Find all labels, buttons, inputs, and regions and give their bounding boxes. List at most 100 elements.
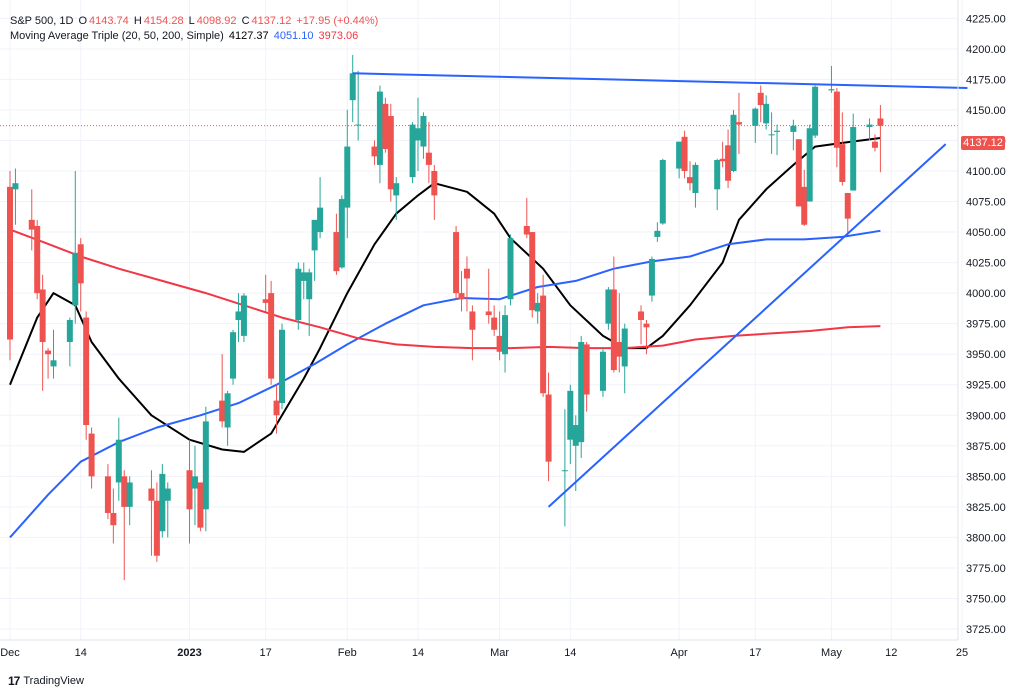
candle-body	[578, 341, 585, 443]
candle-body	[529, 232, 536, 311]
candle	[110, 488, 117, 544]
candle-body	[485, 311, 492, 316]
candle-body	[12, 183, 19, 190]
candle-body	[523, 225, 530, 235]
y-tick-label: 3900.00	[966, 410, 1006, 422]
y-tick-label: 4100.00	[966, 166, 1006, 178]
change-value: +17.95 (+0.44%)	[296, 15, 379, 27]
candle	[306, 268, 313, 336]
candle	[795, 139, 802, 207]
candle-body	[763, 103, 770, 124]
candle-body	[877, 118, 884, 126]
x-tick-label: 17	[749, 647, 761, 659]
candle	[621, 323, 628, 394]
candle	[469, 305, 476, 361]
candle	[648, 256, 655, 302]
candle-body	[616, 341, 623, 357]
candle	[463, 256, 470, 312]
candle	[240, 293, 247, 342]
candle	[534, 293, 541, 324]
candle	[735, 92, 742, 154]
candle-body	[376, 91, 383, 165]
candle-body	[72, 252, 79, 306]
y-tick-label: 4025.00	[966, 258, 1006, 270]
candle	[529, 232, 536, 318]
candle-body	[692, 164, 699, 193]
candle-body	[240, 295, 247, 336]
candle-body	[39, 289, 46, 342]
close-label: C	[241, 15, 250, 27]
candle	[676, 141, 683, 179]
candle	[191, 445, 198, 526]
candle-body	[687, 177, 693, 184]
candle	[235, 293, 242, 342]
candle-body	[115, 439, 122, 483]
last-price-tag: 4137.12	[961, 136, 1005, 150]
candle-body	[491, 317, 498, 330]
x-tick-label: 14	[412, 647, 424, 659]
open-value: 4143.74	[89, 15, 129, 27]
candle	[197, 482, 204, 532]
ma20-value: 4127.37	[228, 30, 269, 42]
close-value: 4137.12	[251, 15, 292, 27]
candle	[605, 287, 612, 330]
candle	[126, 476, 133, 526]
tradingview-logo[interactable]: 17 TradingView	[8, 674, 84, 688]
candle	[50, 329, 57, 379]
candle	[752, 107, 759, 143]
candle-body	[355, 124, 362, 126]
x-tick-label: 14	[75, 647, 87, 659]
candle	[409, 122, 416, 184]
y-tick-label: 3875.00	[966, 441, 1006, 453]
ma-50-line	[9, 229, 881, 539]
candle-body	[790, 125, 797, 132]
candle	[599, 348, 606, 397]
candle	[72, 170, 79, 324]
trendline[interactable]	[547, 143, 947, 508]
candle-body	[83, 317, 90, 426]
trendline[interactable]	[352, 72, 968, 89]
candle-body	[839, 144, 846, 182]
candle	[387, 103, 394, 202]
candle-body	[757, 92, 764, 106]
candle-body	[121, 476, 128, 507]
y-tick-label: 3825.00	[966, 502, 1006, 514]
candle	[844, 192, 851, 235]
candle	[83, 311, 90, 440]
candle	[719, 141, 726, 168]
y-tick-label: 4225.00	[966, 13, 1006, 25]
candle	[567, 384, 574, 465]
candle-body	[866, 124, 873, 128]
candle-body	[333, 232, 340, 272]
candle-body	[382, 103, 389, 150]
x-tick-label: Dec	[0, 647, 20, 659]
candle-body	[153, 500, 160, 556]
candle-body	[191, 476, 198, 489]
candle	[801, 169, 808, 226]
time-axis[interactable]: Dec 14 2023 17 Feb 14 Mar 14 Apr 17 May 12 25	[0, 647, 968, 659]
candle-body	[844, 192, 851, 219]
candle-body	[77, 244, 84, 284]
trendlines[interactable]	[352, 72, 968, 508]
x-tick-label: Apr	[671, 647, 688, 659]
y-tick-label: 3950.00	[966, 349, 1006, 361]
price-axis[interactable]: 3725.00 3750.00 3775.00 3800.00 3825.00 3850.…	[966, 13, 1006, 636]
candle	[659, 158, 666, 225]
candle	[333, 213, 340, 275]
candle	[431, 164, 438, 220]
candle	[164, 482, 171, 538]
candle	[338, 195, 345, 269]
candle-body	[850, 127, 857, 191]
candle	[77, 238, 84, 312]
ma200-value: 3973.06	[318, 30, 359, 42]
candle	[730, 109, 737, 173]
ma-200-line	[9, 228, 881, 350]
candle-body	[219, 400, 226, 422]
candle-body	[415, 128, 421, 141]
candle-body	[45, 350, 52, 355]
candle	[523, 197, 530, 239]
candle	[121, 470, 128, 581]
candle	[371, 140, 378, 165]
candle-body	[224, 393, 231, 428]
